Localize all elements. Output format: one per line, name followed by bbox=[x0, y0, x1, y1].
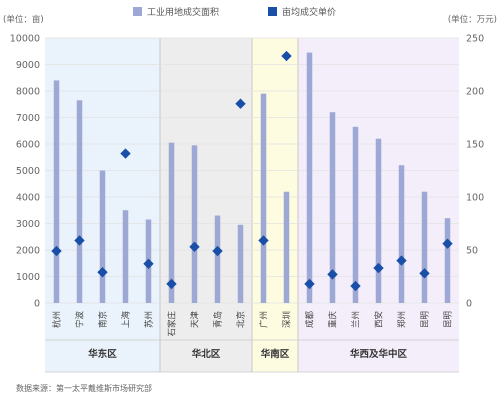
category-label: 宁波 bbox=[75, 311, 86, 329]
price-marker bbox=[373, 262, 384, 274]
source-note: 数据来源：第一太平戴维斯市场研究部 bbox=[16, 383, 152, 393]
price-marker bbox=[189, 241, 200, 253]
left-tick-label: 7000 bbox=[16, 113, 40, 124]
price-marker bbox=[442, 238, 453, 249]
area-bar bbox=[421, 191, 428, 303]
price-marker bbox=[235, 98, 246, 109]
price-marker bbox=[304, 278, 315, 290]
category-label: 昆明 bbox=[421, 311, 431, 328]
area-bar bbox=[283, 191, 290, 303]
price-marker bbox=[281, 50, 292, 62]
right-tick-label: 0 bbox=[466, 299, 472, 310]
area-bar bbox=[444, 218, 451, 303]
price-marker bbox=[120, 148, 131, 159]
category-label: 上海 bbox=[121, 311, 132, 329]
category-label: 天津 bbox=[190, 311, 201, 329]
category-label: 昆明 bbox=[444, 311, 454, 328]
right-tick-label: 100 bbox=[466, 193, 484, 204]
category-label: 青岛 bbox=[213, 311, 224, 328]
legend: 工业用地成交面积 亩均成交单价 bbox=[133, 6, 336, 18]
left-tick-label: 0 bbox=[34, 299, 40, 310]
price-marker bbox=[258, 235, 269, 246]
area-bars bbox=[53, 52, 451, 304]
price-marker bbox=[74, 235, 85, 246]
region-label: 华西及华中区 bbox=[350, 348, 408, 360]
left-tick-label: 9000 bbox=[16, 60, 40, 71]
price-markers bbox=[51, 50, 453, 292]
category-label: 广州 bbox=[259, 311, 270, 328]
right-axis-unit: (单位：万元) bbox=[448, 14, 497, 25]
area-bar bbox=[214, 215, 221, 303]
price-marker bbox=[419, 268, 430, 279]
gridlines bbox=[45, 37, 459, 304]
right-tick-label: 150 bbox=[466, 140, 484, 151]
category-label: 石家庄 bbox=[167, 311, 178, 337]
area-bar bbox=[398, 165, 405, 303]
category-label: 重庆 bbox=[328, 311, 339, 329]
area-bar bbox=[99, 170, 106, 303]
left-tick-label: 4000 bbox=[16, 193, 40, 204]
region-background bbox=[160, 38, 252, 372]
price-marker bbox=[97, 267, 108, 278]
left-tick-label: 10000 bbox=[10, 34, 40, 45]
category-label: 杭州 bbox=[52, 311, 63, 328]
category-label: 北京 bbox=[236, 311, 247, 328]
price-marker bbox=[143, 258, 154, 269]
legend-marker-swatch bbox=[268, 7, 277, 16]
left-tick-label: 6000 bbox=[16, 140, 40, 151]
right-tick-label: 250 bbox=[466, 34, 484, 45]
right-tick-label: 50 bbox=[466, 246, 478, 257]
left-tick-label: 8000 bbox=[16, 87, 40, 98]
price-marker bbox=[396, 255, 407, 266]
category-label: 兰州 bbox=[351, 311, 362, 328]
area-bar bbox=[122, 210, 129, 303]
region-background bbox=[252, 38, 298, 372]
area-bar bbox=[329, 112, 336, 303]
category-label: 成都 bbox=[305, 311, 316, 329]
area-bar bbox=[168, 142, 175, 303]
area-bar bbox=[53, 80, 60, 304]
category-label: 南京 bbox=[98, 311, 109, 328]
area-bar bbox=[191, 145, 198, 303]
category-label: 郑州 bbox=[397, 311, 408, 328]
price-marker bbox=[350, 280, 361, 292]
area-bar bbox=[237, 224, 244, 303]
region-label: 华南区 bbox=[261, 348, 290, 360]
category-label: 西安 bbox=[374, 311, 385, 328]
right-tick-label: 200 bbox=[466, 87, 484, 98]
left-tick-label: 2000 bbox=[16, 246, 40, 257]
legend-bar-swatch bbox=[133, 7, 142, 16]
price-marker bbox=[327, 269, 338, 280]
area-bar bbox=[260, 93, 267, 304]
left-tick-label: 3000 bbox=[16, 219, 40, 230]
region-label: 华北区 bbox=[192, 348, 221, 360]
left-axis-unit: (单位：亩) bbox=[3, 14, 44, 25]
price-marker bbox=[212, 245, 223, 257]
left-tick-label: 5000 bbox=[16, 166, 40, 177]
area-bar bbox=[306, 52, 313, 304]
area-bar bbox=[76, 100, 83, 304]
area-bar bbox=[352, 126, 359, 304]
legend-bar-label: 工业用地成交面积 bbox=[147, 6, 219, 18]
price-marker bbox=[51, 245, 62, 257]
category-label: 苏州 bbox=[144, 311, 155, 328]
legend-marker-label: 亩均成交单价 bbox=[282, 6, 336, 18]
left-tick-label: 1000 bbox=[16, 272, 40, 283]
category-label: 深圳 bbox=[282, 311, 293, 328]
area-bar bbox=[375, 138, 382, 303]
axes: 0100020003000400050006000700080009000100… bbox=[10, 34, 484, 337]
price-marker bbox=[166, 278, 177, 290]
region-label: 华东区 bbox=[88, 348, 117, 360]
